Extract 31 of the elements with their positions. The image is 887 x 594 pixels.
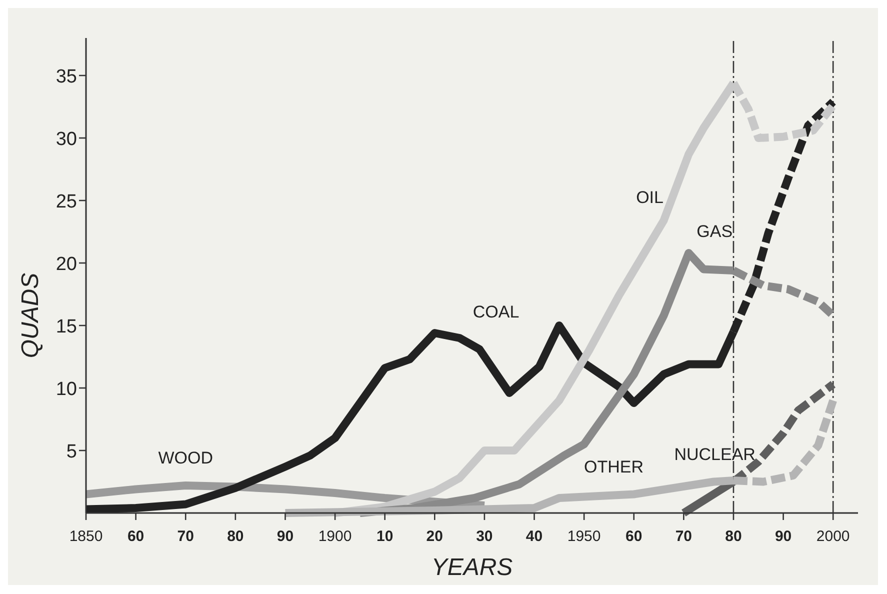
x-tick-label: 80 [227, 528, 244, 545]
series-label: NUCLEAR [674, 444, 756, 464]
x-tick-label: 60 [626, 528, 642, 545]
y-tick-label: 35 [56, 66, 77, 88]
x-tick-label: 2000 [816, 528, 850, 545]
y-tick-label: 10 [56, 379, 77, 400]
y-tick-label: 25 [56, 192, 77, 212]
x-tick-label: 10 [376, 528, 394, 545]
y-tick-label: 5 [66, 442, 77, 462]
series-label: GAS [696, 222, 733, 241]
x-tick-label: 60 [127, 528, 144, 545]
y-tick-label: 20 [56, 254, 77, 275]
series-label: OTHER [584, 458, 644, 476]
x-tick-label: 90 [774, 528, 792, 545]
x-tick-label: 20 [426, 528, 443, 545]
x-tick-label: 70 [177, 528, 194, 545]
x-tick-label: 70 [675, 528, 692, 545]
y-tick-label: 15 [56, 316, 77, 338]
y-axis-title: QUADS [17, 272, 44, 358]
series-label: WOOD [158, 448, 214, 468]
x-axis-title: YEARS [431, 554, 513, 581]
y-tick-label: 30 [56, 129, 77, 150]
x-tick-label: 30 [476, 528, 493, 545]
x-tick-label: 90 [276, 528, 294, 545]
x-tick-label: 80 [725, 528, 742, 545]
x-tick-label: 1900 [318, 528, 352, 545]
x-tick-label: 1850 [69, 528, 103, 545]
x-tick-label: 40 [526, 528, 543, 545]
series-label: OIL [636, 188, 664, 207]
x-tick-label: 1950 [567, 528, 601, 545]
series-label: COAL [472, 302, 520, 322]
